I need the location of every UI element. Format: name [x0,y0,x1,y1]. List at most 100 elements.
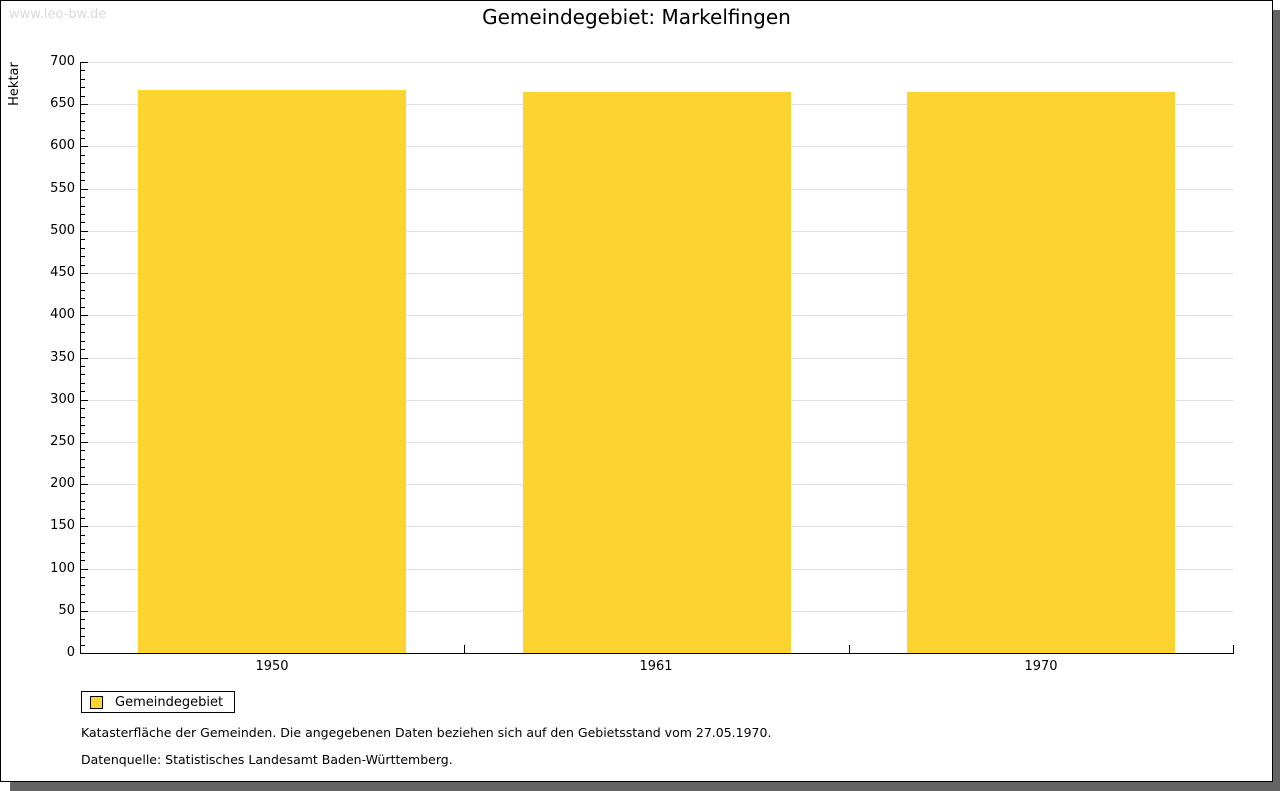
y-tick [80,155,85,156]
y-tick [80,560,85,561]
y-tick [80,602,85,603]
y-tick [80,341,85,342]
y-tick [80,239,85,240]
y-tick [80,197,85,198]
y-tick [80,543,85,544]
y-tick [80,417,85,418]
y-tick [80,282,85,283]
y-tick [80,62,88,63]
y-axis-line [80,62,81,654]
y-tick [80,130,85,131]
y-tick [80,433,85,434]
y-tick-label: 0 [66,645,75,660]
y-tick [80,467,85,468]
y-tick [80,425,85,426]
y-tick [80,628,85,629]
plot-area: 1950 1961 1970 0 50 100 150 200 250 300 350 400 450 5… [1,1,1272,781]
y-tick [80,442,88,443]
x-tick-label-1950: 1950 [255,659,289,674]
y-tick [80,121,85,122]
y-tick [80,265,85,266]
y-tick [80,79,85,80]
data-source: Datenquelle: Statistisches Landesamt Bad… [81,752,453,767]
x-tick [464,645,465,653]
y-tick-label: 400 [50,307,75,322]
y-gridline [80,62,1233,63]
y-tick [80,222,85,223]
y-tick [80,324,85,325]
y-tick [80,585,85,586]
y-tick [80,290,85,291]
y-tick-label: 550 [50,181,75,196]
y-tick-label: 50 [58,603,75,618]
y-tick [80,214,85,215]
y-tick-label: 350 [50,350,75,365]
y-tick [80,408,85,409]
y-tick-label: 650 [50,96,75,111]
y-tick [80,96,85,97]
y-tick [80,366,85,367]
legend: Gemeindegebiet [81,691,236,713]
y-tick [80,400,88,401]
y-tick [80,256,85,257]
y-tick [80,189,88,190]
y-tick [80,493,85,494]
y-tick [80,577,85,578]
legend-swatch [90,695,103,709]
y-tick [80,273,88,274]
watermark: www.leo-bw.de [9,7,107,22]
y-tick [80,383,85,384]
y-tick-label: 250 [50,434,75,449]
y-tick [80,518,85,519]
legend-label: Gemeindegebiet [115,694,224,710]
x-axis-line [80,653,1234,654]
y-tick [80,569,88,570]
y-tick [80,163,85,164]
y-tick [80,459,85,460]
y-tick [80,146,88,147]
y-tick [80,231,88,232]
y-tick [80,391,85,392]
y-tick [80,526,88,527]
x-tick-label-1961: 1961 [639,659,673,674]
y-tick [80,307,85,308]
y-tick-label: 150 [50,518,75,533]
y-tick [80,138,85,139]
y-tick-label: 300 [50,392,75,407]
y-tick-label: 100 [50,561,75,576]
bar-1961 [523,92,791,653]
y-tick [80,476,85,477]
y-tick [80,248,85,249]
y-tick [80,206,85,207]
footnote: Katasterfläche der Gemeinden. Die angege… [81,725,772,740]
bar-1970 [907,92,1175,653]
y-tick-label: 500 [50,223,75,238]
y-tick [80,113,85,114]
y-tick [80,619,85,620]
y-tick [80,450,85,451]
y-tick [80,104,88,105]
y-tick [80,552,85,553]
y-tick [80,611,88,612]
y-tick [80,332,85,333]
y-tick [80,172,85,173]
y-tick [80,484,88,485]
y-tick-label: 600 [50,138,75,153]
y-tick-label: 700 [50,54,75,69]
x-tick-label-1970: 1970 [1024,659,1058,674]
y-tick-label: 200 [50,476,75,491]
y-tick [80,636,85,637]
y-tick [80,180,85,181]
y-tick [80,501,85,502]
y-tick [80,535,85,536]
chart-title: Gemeindegebiet: Markelfingen [482,5,791,29]
y-tick [80,358,88,359]
y-tick [80,645,85,646]
bar-1950 [138,90,406,653]
x-axis-end-tick [1233,645,1234,653]
y-tick [80,70,85,71]
y-tick [80,349,85,350]
y-tick [80,509,85,510]
y-tick [80,315,88,316]
